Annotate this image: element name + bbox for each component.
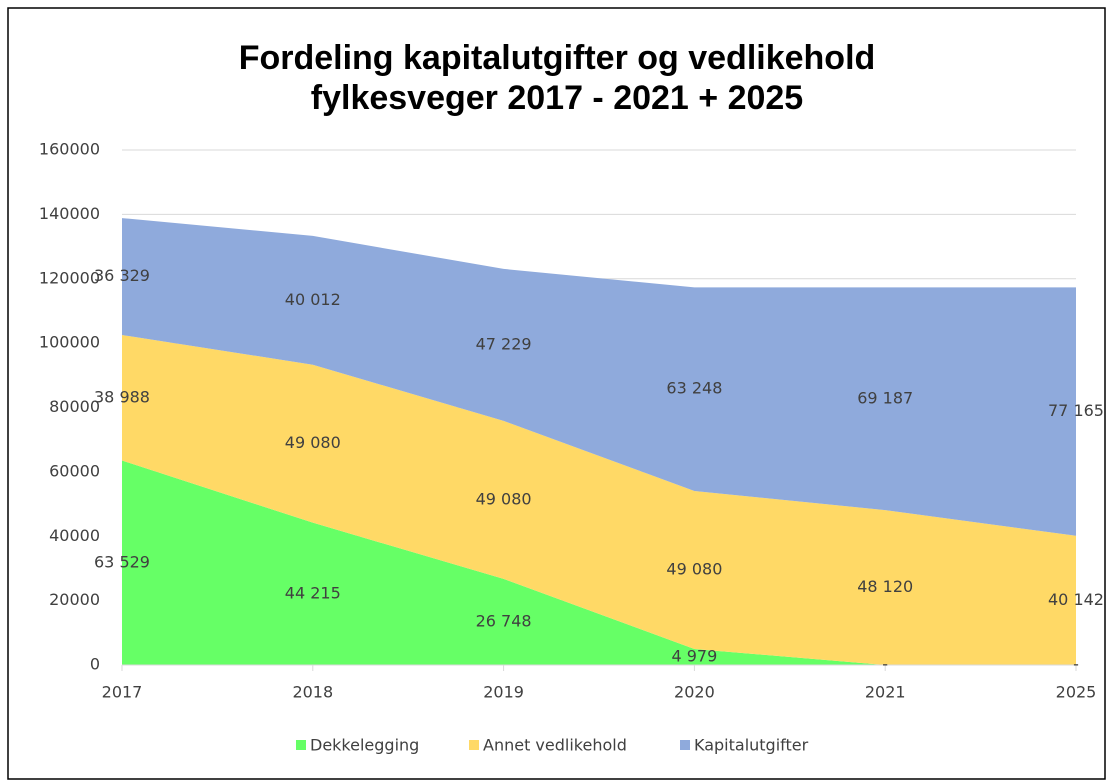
legend-label: Dekkelegging bbox=[310, 736, 419, 755]
legend-label: Annet vedlikehold bbox=[483, 736, 627, 755]
y-tick-label: 120000 bbox=[39, 268, 100, 287]
data-label: 44 215 bbox=[285, 583, 341, 602]
data-label: 40 012 bbox=[285, 290, 341, 309]
x-tick-label: 2025 bbox=[1056, 683, 1097, 702]
data-label: 63 248 bbox=[666, 379, 722, 398]
data-label: 49 080 bbox=[666, 559, 722, 578]
y-tick-label: 0 bbox=[90, 655, 100, 674]
data-label: 47 229 bbox=[476, 334, 532, 353]
data-label: 49 080 bbox=[285, 433, 341, 452]
legend-swatch bbox=[680, 740, 690, 750]
legend-label: Kapitalutgifter bbox=[694, 736, 809, 755]
data-label: 26 748 bbox=[476, 611, 532, 630]
data-label: 36 329 bbox=[94, 266, 150, 285]
data-label: 69 187 bbox=[857, 388, 913, 407]
chart-title: Fordeling kapitalutgifter og vedlikehold bbox=[239, 39, 876, 77]
data-label: 77 165 bbox=[1048, 401, 1104, 420]
x-tick-label: 2020 bbox=[674, 683, 715, 702]
y-tick-label: 20000 bbox=[49, 590, 100, 609]
data-label: 49 080 bbox=[476, 489, 532, 508]
data-label: - bbox=[882, 655, 888, 674]
y-tick-label: 100000 bbox=[39, 333, 100, 352]
area bbox=[122, 218, 1076, 536]
x-tick-label: 2017 bbox=[102, 683, 143, 702]
data-label: 4 979 bbox=[671, 646, 717, 665]
x-tick-label: 2021 bbox=[865, 683, 906, 702]
y-tick-label: 140000 bbox=[39, 204, 100, 223]
data-label: 40 142 bbox=[1048, 590, 1104, 609]
y-tick-label: 80000 bbox=[49, 397, 100, 416]
area bbox=[122, 335, 1076, 665]
legend-swatch bbox=[296, 740, 306, 750]
y-tick-label: 160000 bbox=[39, 140, 100, 159]
y-tick-label: 40000 bbox=[49, 526, 100, 545]
chart-title: fylkesveger 2017 - 2021 + 2025 bbox=[311, 79, 803, 117]
x-tick-label: 2018 bbox=[292, 683, 333, 702]
legend-swatch bbox=[469, 740, 479, 750]
area bbox=[122, 460, 1076, 665]
data-label: 48 120 bbox=[857, 577, 913, 596]
y-tick-label: 60000 bbox=[49, 461, 100, 480]
data-label: 38 988 bbox=[94, 387, 150, 406]
data-label: - bbox=[1073, 655, 1079, 674]
data-label: 63 529 bbox=[94, 552, 150, 571]
x-tick-label: 2019 bbox=[483, 683, 524, 702]
